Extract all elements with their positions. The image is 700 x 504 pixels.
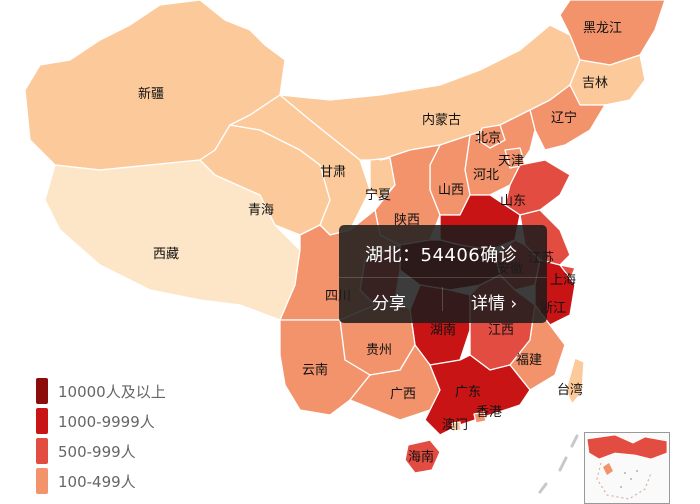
label-shandong: 山东 xyxy=(500,194,526,209)
chevron-right-icon: › xyxy=(510,294,518,314)
province-guangdong[interactable] xyxy=(424,354,531,436)
legend-label: 100-499人 xyxy=(58,472,136,491)
province-beijing[interactable] xyxy=(477,124,506,149)
legend-swatch xyxy=(36,408,48,434)
legend-swatch xyxy=(36,378,48,404)
label-hainan: 海南 xyxy=(408,449,434,465)
label-shanxi: 山西 xyxy=(438,183,464,198)
label-ningxia: 宁夏 xyxy=(365,187,391,203)
province-hainan[interactable] xyxy=(404,439,441,474)
label-hebei: 河北 xyxy=(473,168,499,183)
legend-label: 1000-9999人 xyxy=(58,412,155,431)
label-gansu: 甘肃 xyxy=(320,165,346,180)
label-aomen: 澳门 xyxy=(442,417,468,433)
legend-label: 500-999人 xyxy=(58,442,136,461)
province-taiwan[interactable] xyxy=(565,357,585,405)
share-button[interactable]: 分享 xyxy=(372,289,406,314)
label-xianggang: 香港 xyxy=(476,405,502,420)
label-yunnan: 云南 xyxy=(302,362,328,378)
legend-label: 10000人及以上 xyxy=(58,382,166,401)
province-fujian[interactable] xyxy=(509,304,566,391)
province-xianggang[interactable] xyxy=(473,411,487,424)
label-shanghai: 上海 xyxy=(550,273,576,288)
label-fujian: 福建 xyxy=(516,353,542,368)
province-aomen[interactable] xyxy=(451,421,462,432)
province-tooltip: 湖北：54406确诊 分享 详情 › xyxy=(339,225,547,323)
label-guangxi: 广西 xyxy=(390,387,416,402)
label-guangdong: 广东 xyxy=(455,385,481,400)
label-jilin: 吉林 xyxy=(582,76,608,91)
label-beijing: 北京 xyxy=(475,131,501,146)
tooltip-divider xyxy=(339,277,547,278)
legend-item-1000-9999[interactable]: 1000-9999人 xyxy=(36,406,166,436)
label-xizang: 西藏 xyxy=(153,247,179,262)
label-liaoning: 辽宁 xyxy=(551,110,577,126)
label-hunan: 湖南 xyxy=(430,322,456,338)
label-shaanxi: 陕西 xyxy=(394,213,420,228)
label-neimenggu: 内蒙古 xyxy=(422,112,461,128)
label-heilongjiang: 黑龙江 xyxy=(583,21,622,36)
legend-item-500-999[interactable]: 500-999人 xyxy=(36,436,166,466)
label-xinjiang: 新疆 xyxy=(138,86,164,102)
detail-label: 详情 xyxy=(471,294,505,314)
label-jiangxi: 江西 xyxy=(488,323,514,338)
label-tianjin: 天津 xyxy=(498,154,524,169)
legend-item-10000-plus[interactable]: 10000人及以上 xyxy=(36,376,166,406)
legend-swatch xyxy=(36,468,48,494)
label-taiwan: 台湾 xyxy=(557,382,583,398)
label-qinghai: 青海 xyxy=(248,203,274,218)
tooltip-button-divider xyxy=(442,287,443,311)
legend-swatch xyxy=(36,438,48,464)
sea-boundary-dashes xyxy=(538,434,579,494)
legend: 10000人及以上 1000-9999人 500-999人 100-499人 xyxy=(36,376,166,496)
south-china-sea-inset xyxy=(584,432,670,504)
share-label: 分享 xyxy=(372,294,406,314)
detail-button[interactable]: 详情 › xyxy=(471,289,517,314)
label-guizhou: 贵州 xyxy=(366,343,392,358)
tooltip-title: 湖北：54406确诊 xyxy=(365,245,518,266)
inset-map xyxy=(586,434,668,500)
legend-item-100-499[interactable]: 100-499人 xyxy=(36,466,166,496)
